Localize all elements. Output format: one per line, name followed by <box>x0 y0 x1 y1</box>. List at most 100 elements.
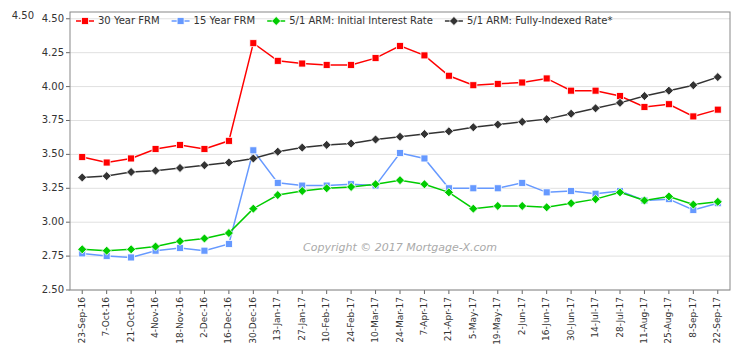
line <box>82 77 718 177</box>
marker <box>494 185 501 192</box>
marker <box>128 155 135 162</box>
marker <box>665 101 672 108</box>
x-tick-label: 16-Dec-16 <box>223 297 233 344</box>
marker <box>641 197 648 204</box>
x-tick <box>546 290 547 294</box>
marker <box>273 147 282 156</box>
marker <box>176 237 185 246</box>
marker <box>177 141 184 148</box>
x-tick <box>180 290 181 294</box>
chart: 2.502.753.003.253.503.754.004.254.5023-S… <box>0 0 740 360</box>
x-tick <box>204 290 205 294</box>
marker <box>664 86 673 95</box>
y-tick-label: 4.25 <box>42 47 64 58</box>
marker <box>568 87 575 94</box>
plot-frame <box>70 12 730 290</box>
y-tick <box>66 18 70 19</box>
x-tick <box>620 290 621 294</box>
legend-item: 5/1 ARM: Fully-Indexed Rate* <box>445 15 613 26</box>
grid-line <box>70 120 730 121</box>
marker <box>128 254 135 261</box>
x-tick-label: 22-Sep-17 <box>712 297 722 343</box>
series <box>78 176 723 256</box>
x-tick <box>473 290 474 294</box>
x-tick <box>131 290 132 294</box>
line <box>82 150 718 257</box>
legend-item: 30 Year FRM <box>76 15 160 26</box>
legend-label: 30 Year FRM <box>98 15 160 26</box>
x-axis: 23-Sep-167-Oct-1621-Oct-164-Nov-1618-Nov… <box>77 290 723 345</box>
marker <box>420 180 429 189</box>
marker <box>518 201 527 210</box>
x-tick-label: 7-Apr-17 <box>419 297 429 335</box>
marker <box>372 55 379 62</box>
marker <box>201 247 208 254</box>
marker <box>397 42 404 49</box>
y-tick-label: 3.75 <box>42 114 64 125</box>
marker <box>127 168 136 177</box>
marker <box>79 154 86 161</box>
y-tick <box>66 188 70 189</box>
x-tick <box>253 290 254 294</box>
marker <box>249 154 258 163</box>
x-tick <box>277 290 278 294</box>
marker <box>543 75 550 82</box>
plot-area <box>70 12 730 290</box>
y-tick-label: 3.25 <box>42 182 64 193</box>
y-tick <box>66 222 70 223</box>
grid-line <box>70 188 730 189</box>
marker <box>616 98 625 107</box>
legend-item: 15 Year FRM <box>172 15 256 26</box>
marker <box>518 117 527 126</box>
marker <box>689 81 698 90</box>
y-tick <box>66 290 70 291</box>
marker <box>225 137 232 144</box>
y-tick <box>66 120 70 121</box>
line <box>82 43 718 162</box>
marker <box>690 113 697 120</box>
marker <box>470 82 477 89</box>
marker <box>127 245 136 254</box>
marker <box>274 179 281 186</box>
x-tick-label: 10-Mar-17 <box>370 297 380 343</box>
marker <box>225 240 232 247</box>
marker <box>519 179 526 186</box>
marker <box>444 188 453 197</box>
x-tick-label: 2-Jun-17 <box>517 297 527 335</box>
annotation: Copyright © 2017 Mortgage-X.com <box>303 241 497 254</box>
x-tick <box>693 290 694 294</box>
x-tick <box>497 290 498 294</box>
marker <box>371 180 380 189</box>
marker <box>469 204 478 213</box>
legend-item: 5/1 ARM: Initial Interest Rate <box>267 15 433 26</box>
x-tick-label: 19-May-17 <box>492 297 502 345</box>
legend-marker <box>82 18 89 25</box>
marker <box>714 106 721 113</box>
marker <box>347 139 356 148</box>
marker <box>689 200 698 209</box>
x-tick-label: 21-Oct-16 <box>126 297 136 342</box>
marker <box>421 155 428 162</box>
x-tick <box>668 290 669 294</box>
y-tick-label: 2.50 <box>42 284 64 295</box>
marker <box>542 203 551 212</box>
x-tick-label: 21-Apr-17 <box>443 297 453 341</box>
marker <box>200 234 209 243</box>
x-tick-label: 28-Jul-17 <box>615 297 625 338</box>
x-tick <box>228 290 229 294</box>
x-tick <box>326 290 327 294</box>
marker <box>591 195 600 204</box>
x-tick-label: 11-Aug-17 <box>639 297 649 344</box>
marker <box>323 61 330 68</box>
marker <box>102 246 111 255</box>
marker <box>78 245 87 254</box>
marker <box>640 92 649 101</box>
marker <box>396 176 405 185</box>
marker <box>567 199 576 208</box>
y-tick-label: 2.75 <box>42 250 64 261</box>
x-tick <box>82 290 83 294</box>
marker <box>151 166 160 175</box>
marker <box>250 40 257 47</box>
marker <box>152 145 159 152</box>
y-tick-label: 4.50 <box>42 13 64 24</box>
